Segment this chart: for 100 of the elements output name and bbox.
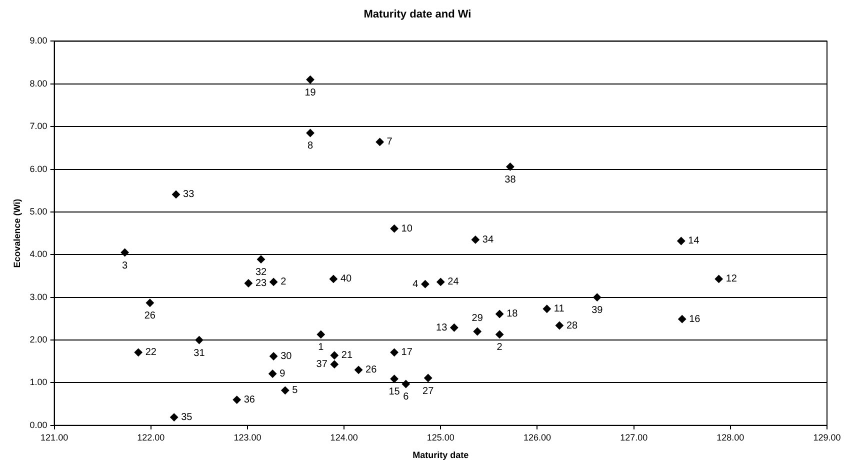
point <box>677 236 686 245</box>
point <box>257 255 266 264</box>
x-tick-label: 123.00 <box>234 432 262 442</box>
y-tick-label: 8.00 <box>30 78 48 88</box>
annotation: 7 <box>386 136 393 148</box>
annotation: 37 <box>316 359 328 370</box>
point <box>376 138 384 146</box>
annotation: 2 <box>496 342 503 354</box>
annotation: 19 <box>304 87 316 98</box>
point <box>146 298 154 307</box>
y-tick-label: 2.00 <box>30 334 48 345</box>
x-tick-label: 128.00 <box>716 432 744 442</box>
annotation: 14 <box>688 236 700 247</box>
y-tick-label: 4.00 <box>30 249 48 260</box>
annotation: 9 <box>280 368 286 380</box>
annotation: 6 <box>403 392 410 403</box>
annotation: 22 <box>145 347 157 358</box>
annotation: 23 <box>255 278 268 289</box>
annotation: 26 <box>144 310 156 322</box>
annotation: 3 <box>122 260 128 272</box>
point <box>232 396 241 404</box>
annotation: 21 <box>341 350 353 362</box>
point <box>354 366 363 374</box>
point <box>496 330 504 338</box>
annotation: 38 <box>504 174 516 186</box>
annotation: 28 <box>566 320 578 332</box>
point <box>424 374 432 382</box>
annotation: 36 <box>244 394 256 406</box>
point <box>306 76 314 84</box>
annotation: 4 <box>412 278 419 290</box>
point <box>244 279 252 288</box>
point <box>421 280 430 288</box>
point <box>593 293 602 302</box>
point <box>281 386 290 394</box>
annotation: 18 <box>506 308 518 320</box>
annotation: 39 <box>592 305 604 316</box>
annotation: 2 <box>280 276 287 288</box>
point <box>134 348 142 356</box>
annotation: 16 <box>689 314 701 325</box>
annotation: 8 <box>307 140 314 152</box>
point <box>195 336 204 344</box>
point <box>330 351 338 360</box>
x-tick-label: 125.00 <box>426 432 454 442</box>
point <box>268 370 277 378</box>
annotation: 33 <box>183 189 195 200</box>
annotation: 26 <box>366 364 378 376</box>
y-tick-label: 1.00 <box>30 377 48 388</box>
point <box>306 128 314 137</box>
point <box>450 324 458 332</box>
annotation: 13 <box>436 322 448 334</box>
point <box>555 322 564 330</box>
annotation: 11 <box>554 304 565 315</box>
point <box>496 310 504 318</box>
point <box>542 304 551 313</box>
point <box>172 190 180 198</box>
point <box>473 327 482 336</box>
annotation: 32 <box>255 267 268 278</box>
annotation: 34 <box>482 234 494 246</box>
point <box>330 360 338 368</box>
x-tick-label: 124.00 <box>330 432 358 442</box>
point <box>402 380 410 388</box>
point <box>316 330 325 338</box>
annotation: 5 <box>292 385 298 396</box>
x-tick-label: 129.00 <box>813 432 841 442</box>
point <box>714 274 723 283</box>
point <box>390 374 398 383</box>
annotation: 17 <box>401 347 413 358</box>
annotation: 40 <box>340 274 352 285</box>
point <box>506 162 514 171</box>
annotation: 24 <box>448 276 460 288</box>
y-tick-label: 3.00 <box>30 292 48 302</box>
y-tick-label: 6.00 <box>30 164 48 174</box>
point <box>270 278 278 286</box>
x-axis-title: Maturity date <box>412 450 469 460</box>
y-tick-label: 0.00 <box>30 420 48 430</box>
annotation: 10 <box>401 223 413 234</box>
point <box>270 352 278 360</box>
x-tick-label: 127.00 <box>620 432 648 442</box>
chart-title: Maturity date and Wi <box>364 8 472 21</box>
annotation: 35 <box>181 412 193 424</box>
y-tick-label: 9.00 <box>30 36 48 46</box>
point <box>170 413 178 422</box>
x-tick-label: 121.00 <box>40 432 68 442</box>
y-axis-title: Ecovalence (Wi) <box>12 198 22 268</box>
annotation: 12 <box>726 274 738 285</box>
point <box>678 315 686 324</box>
x-tick-label: 126.00 <box>523 432 552 442</box>
annotation: 30 <box>280 350 292 362</box>
y-tick-label: 7.00 <box>30 121 48 132</box>
point <box>390 224 398 233</box>
annotation: 29 <box>472 313 484 324</box>
y-tick-label: 5.00 <box>30 206 48 216</box>
x-tick-label: 122.00 <box>137 432 165 442</box>
annotation: 15 <box>388 386 400 398</box>
annotation: 1 <box>318 342 324 354</box>
point <box>390 348 398 356</box>
point <box>471 236 480 244</box>
point <box>329 274 338 283</box>
point <box>436 278 445 286</box>
annotation: 31 <box>194 348 206 359</box>
